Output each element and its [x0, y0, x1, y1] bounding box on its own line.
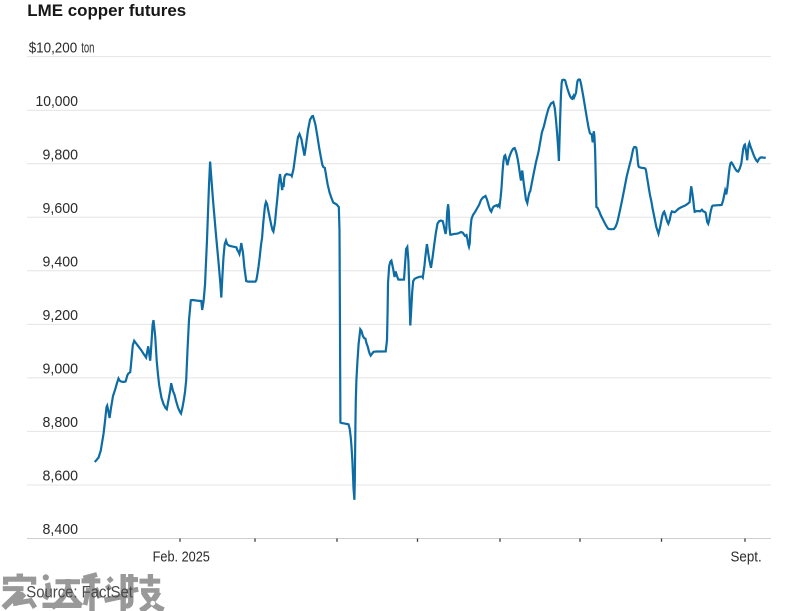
svg-text:9,200: 9,200: [43, 307, 79, 324]
svg-text:9,000: 9,000: [43, 361, 79, 378]
svg-text:LME copper futures: LME copper futures: [27, 1, 186, 20]
svg-text:8,600: 8,600: [43, 468, 79, 485]
svg-text:Source: FactSet: Source: FactSet: [26, 583, 133, 602]
svg-text:$10,200: $10,200: [29, 40, 77, 57]
svg-text:9,600: 9,600: [43, 200, 79, 217]
svg-text:9,400: 9,400: [43, 253, 79, 270]
svg-text:ton: ton: [81, 40, 94, 57]
svg-text:8,400: 8,400: [43, 521, 79, 538]
svg-text:9,800: 9,800: [43, 146, 79, 163]
svg-text:Feb. 2025: Feb. 2025: [153, 548, 210, 565]
svg-text:Sept.: Sept.: [731, 548, 762, 565]
svg-text:8,800: 8,800: [43, 414, 79, 431]
svg-text:10,000: 10,000: [36, 93, 79, 110]
